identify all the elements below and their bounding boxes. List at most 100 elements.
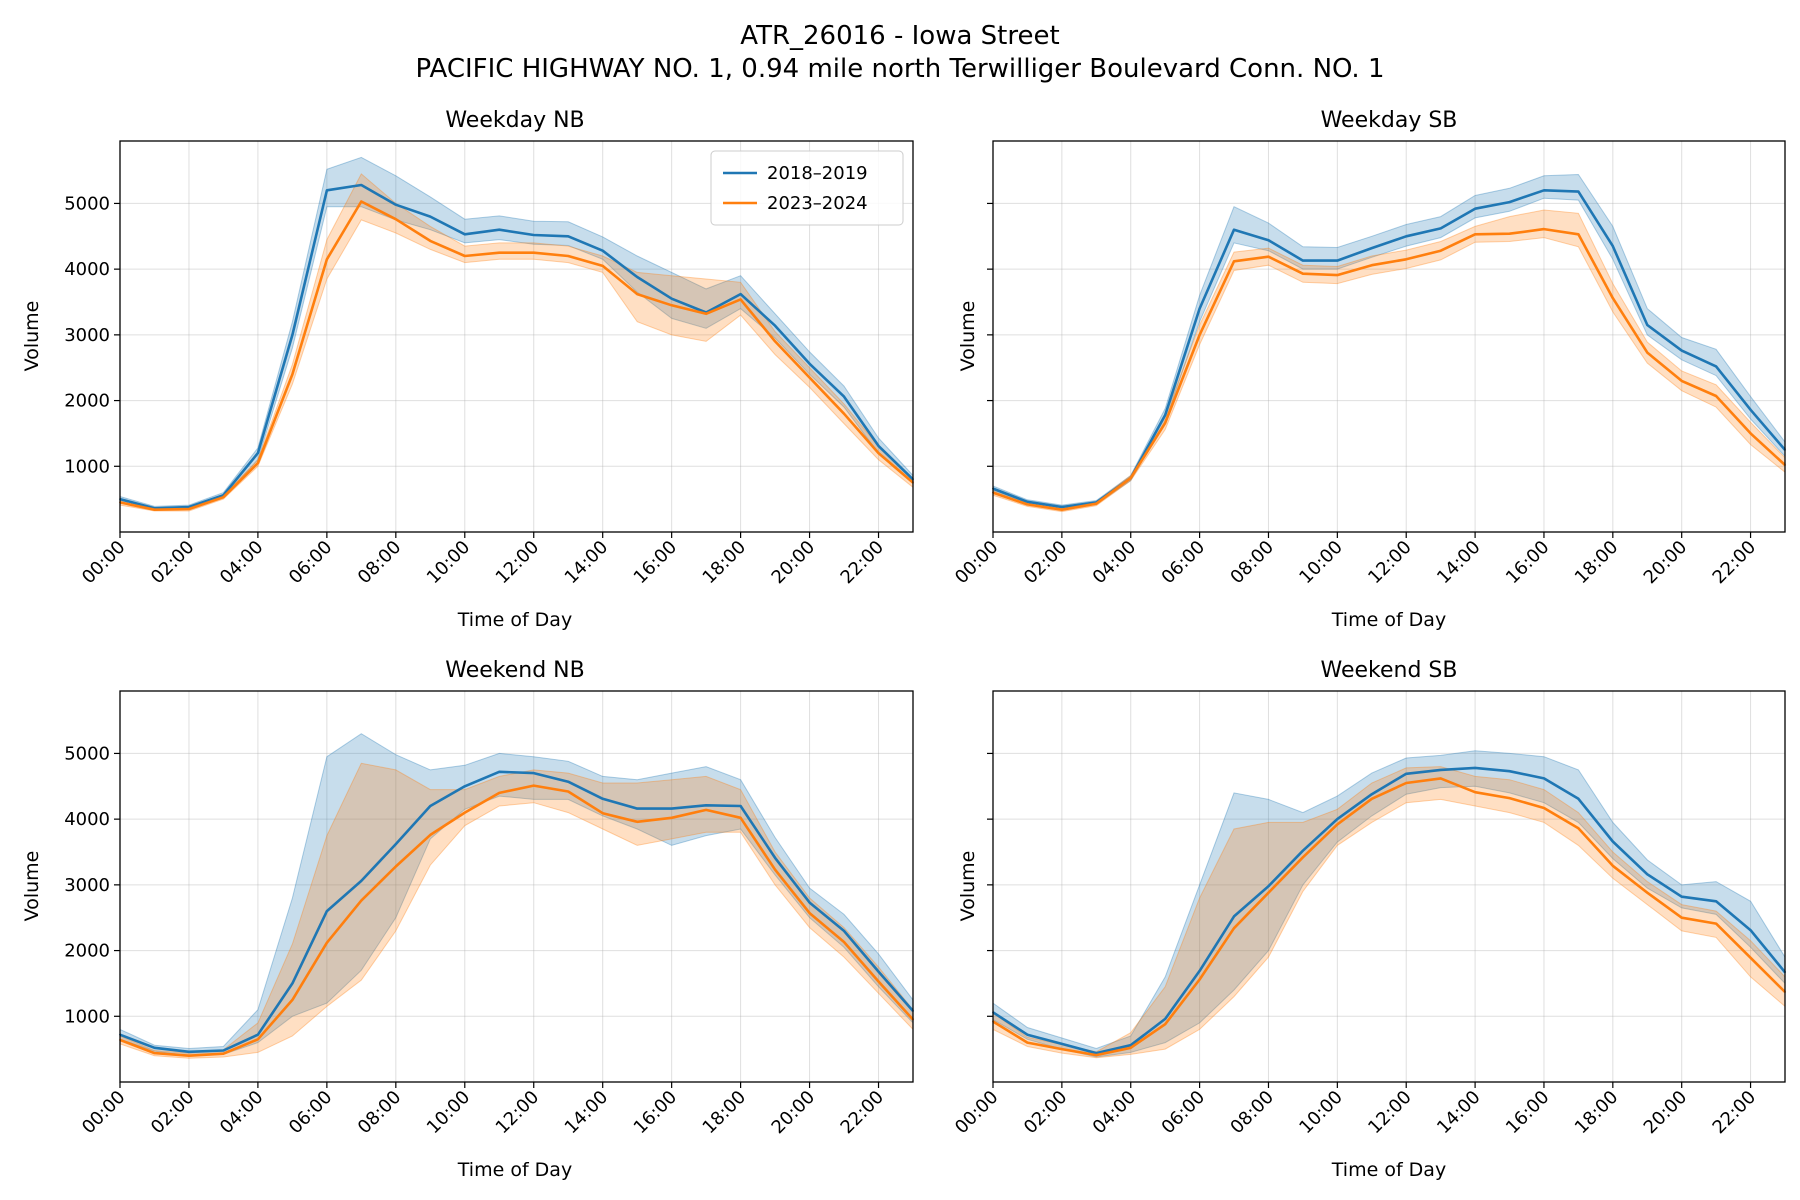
- data-point: [1474, 766, 1476, 769]
- data-point: [1543, 228, 1545, 230]
- data-point: [1646, 873, 1649, 876]
- data-point: [257, 452, 259, 455]
- data-point: [808, 912, 811, 915]
- data-point: [1129, 477, 1132, 480]
- x-tick-label: 14:00: [561, 537, 613, 589]
- data-point: [636, 807, 639, 810]
- data-point: [1405, 235, 1408, 238]
- data-point: [1508, 201, 1511, 204]
- data-point: [1164, 1023, 1167, 1026]
- panel-title: Weekend SB: [1321, 658, 1458, 683]
- data-point: [1474, 233, 1476, 236]
- plot-area: 00:00 02:00 04:00 06:00 08:00 10:00 12:00 14:00…: [64, 690, 914, 1139]
- data-point: [463, 255, 466, 257]
- legend-box: [710, 150, 904, 226]
- panel-weekend-nb: Weekend NB Time of Day Volume 00:00 02:00…: [21, 658, 914, 1181]
- data-point: [1749, 432, 1752, 435]
- data-point: [1439, 768, 1442, 771]
- x-tick-label: 08:00: [1226, 1087, 1278, 1139]
- x-tick-label: 10:00: [1295, 537, 1347, 589]
- data-point: [1164, 414, 1167, 416]
- data-point: [1749, 956, 1752, 959]
- y-tick-label: 3000: [64, 875, 110, 896]
- data-point: [463, 785, 466, 788]
- data-point: [360, 184, 363, 186]
- x-tick-label: 12:00: [1364, 537, 1416, 589]
- x-tick-label: 10:00: [423, 537, 475, 589]
- data-point: [498, 770, 501, 773]
- legend-label: 2023–2024: [767, 193, 868, 214]
- data-point: [325, 910, 328, 913]
- x-tick-label: 16:00: [630, 1087, 682, 1139]
- data-point: [636, 293, 639, 296]
- x-tick-label: 16:00: [630, 537, 682, 589]
- series-line-0: [119, 183, 914, 510]
- y-tick-label: 5000: [64, 193, 110, 214]
- panel-weekend-sb: Weekend SB Time of Day Volume 00:00 02:00…: [951, 658, 1787, 1181]
- data-point: [1302, 849, 1304, 852]
- data-point: [1233, 915, 1235, 918]
- data-point: [705, 312, 708, 315]
- data-point: [463, 233, 466, 236]
- data-point: [429, 239, 432, 242]
- panel-title: Weekday SB: [1321, 108, 1458, 133]
- data-point: [1646, 324, 1649, 326]
- data-point: [1715, 900, 1718, 903]
- data-point: [1611, 864, 1614, 867]
- data-point: [1302, 259, 1304, 262]
- data-point: [1646, 351, 1649, 354]
- data-point: [1198, 333, 1201, 336]
- x-tick-label: 22:00: [837, 1087, 889, 1139]
- data-point: [222, 1052, 225, 1055]
- data-point: [567, 235, 570, 238]
- data-point: [1474, 791, 1476, 794]
- x-tick-label: 14:00: [561, 1087, 613, 1139]
- data-point: [1680, 895, 1683, 898]
- data-point: [774, 324, 776, 327]
- data-point: [877, 980, 880, 983]
- data-point: [774, 857, 776, 859]
- data-point: [188, 506, 190, 508]
- data-point: [1405, 772, 1408, 775]
- data-point: [1611, 840, 1614, 843]
- data-point: [705, 804, 708, 807]
- x-tick-label: 10:00: [1295, 1087, 1347, 1139]
- data-point: [1267, 891, 1270, 894]
- data-point: [1680, 916, 1683, 919]
- data-point: [1405, 782, 1408, 784]
- y-tick-label: 1000: [64, 1006, 110, 1027]
- panel-weekday-sb: Weekday SB Time of Day Volume 00:00 02:00…: [951, 108, 1786, 631]
- data-point: [1715, 395, 1718, 397]
- data-point: [1129, 1046, 1132, 1049]
- x-tick-label: 02:00: [1020, 1087, 1072, 1139]
- data-point: [1336, 818, 1339, 821]
- axes-frame: [992, 690, 1786, 1083]
- data-point: [670, 297, 673, 300]
- data-point: [1336, 274, 1339, 276]
- plot-area: 00:00 02:00 04:00 06:00 08:00 10:00 12:00 14:00…: [951, 690, 1787, 1139]
- data-point: [808, 362, 811, 365]
- data-point: [222, 1049, 225, 1052]
- data-point: [291, 982, 294, 985]
- x-tick-label: 18:00: [699, 537, 751, 589]
- x-tick-label: 20:00: [1640, 1087, 1692, 1139]
- x-tick-label: 08:00: [1226, 537, 1278, 589]
- x-tick-label: 22:00: [837, 537, 889, 589]
- data-point: [1026, 1041, 1029, 1044]
- series-line-0: [992, 766, 1787, 1055]
- data-point: [1095, 1052, 1098, 1054]
- data-point: [1198, 978, 1201, 981]
- series-band-0: [992, 173, 1786, 510]
- data-point: [394, 843, 397, 846]
- x-tick-label: 04:00: [1089, 537, 1141, 589]
- panel-title: Weekday NB: [445, 108, 584, 133]
- data-point: [636, 276, 639, 278]
- x-tick-label: 00:00: [78, 1087, 130, 1139]
- y-axis-label: Volume: [957, 301, 979, 372]
- data-point: [1577, 797, 1580, 800]
- x-tick-label: 10:00: [423, 1087, 475, 1139]
- series-line-1: [119, 200, 914, 512]
- panel-weekday-nb: Weekday NB Time of Day Volume 00:00 02:00…: [21, 108, 914, 631]
- data-point: [1336, 823, 1339, 826]
